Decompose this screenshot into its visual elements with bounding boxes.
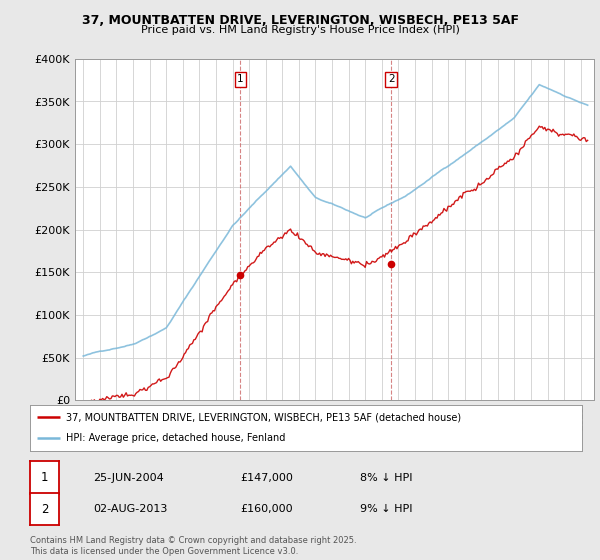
- Text: Price paid vs. HM Land Registry's House Price Index (HPI): Price paid vs. HM Land Registry's House …: [140, 25, 460, 35]
- Text: Contains HM Land Registry data © Crown copyright and database right 2025.
This d: Contains HM Land Registry data © Crown c…: [30, 536, 356, 556]
- Text: 37, MOUNTBATTEN DRIVE, LEVERINGTON, WISBECH, PE13 5AF (detached house): 37, MOUNTBATTEN DRIVE, LEVERINGTON, WISB…: [66, 412, 461, 422]
- Text: 8% ↓ HPI: 8% ↓ HPI: [360, 473, 413, 483]
- Text: HPI: Average price, detached house, Fenland: HPI: Average price, detached house, Fenl…: [66, 433, 285, 444]
- Text: 25-JUN-2004: 25-JUN-2004: [93, 473, 164, 483]
- Text: 2: 2: [388, 74, 395, 84]
- Text: 02-AUG-2013: 02-AUG-2013: [93, 504, 167, 514]
- Text: 2: 2: [41, 502, 48, 516]
- Text: 1: 1: [237, 74, 244, 84]
- Text: £160,000: £160,000: [240, 504, 293, 514]
- Text: £147,000: £147,000: [240, 473, 293, 483]
- Text: 1: 1: [41, 471, 48, 484]
- Text: 9% ↓ HPI: 9% ↓ HPI: [360, 504, 413, 514]
- Text: 37, MOUNTBATTEN DRIVE, LEVERINGTON, WISBECH, PE13 5AF: 37, MOUNTBATTEN DRIVE, LEVERINGTON, WISB…: [82, 14, 518, 27]
